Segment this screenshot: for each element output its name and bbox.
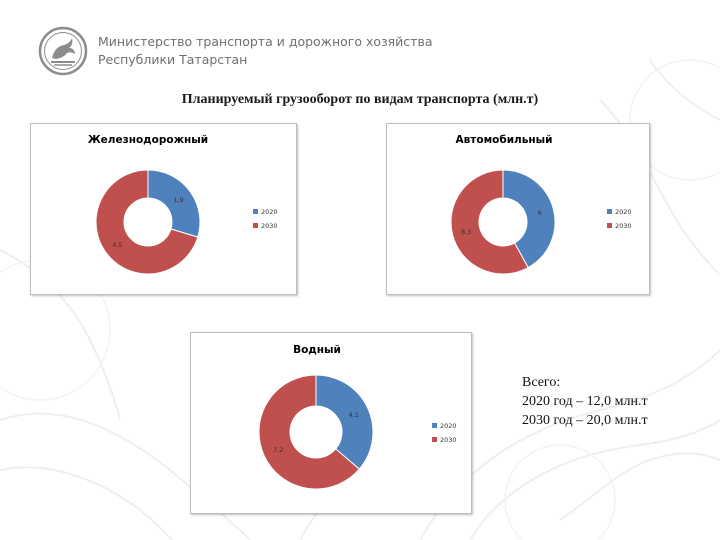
legend-swatch-2030: [253, 223, 258, 228]
legend-swatch-2030: [432, 437, 437, 442]
data-label-2020: 6: [538, 209, 542, 217]
totals-2020: 2020 год – 12,0 млн.т: [522, 394, 648, 409]
legend-swatch-2020: [607, 209, 612, 214]
data-label-2020: 1,9: [173, 196, 183, 204]
slice-2020: [502, 169, 556, 269]
legend-swatch-2020: [432, 423, 437, 428]
chart-water: Водный 4,1 7,2 2020 2030: [190, 332, 472, 514]
header: Министерство транспорта и дорожного хозя…: [38, 26, 432, 76]
slice-2030: [95, 169, 199, 275]
legend-label-2030: 2030: [261, 222, 278, 230]
slide-title: Планируемый грузооборот по видам транспо…: [181, 92, 539, 107]
organization-name: Министерство транспорта и дорожного хозя…: [98, 33, 432, 69]
slice-2030: [258, 374, 360, 490]
emblem-icon: [38, 26, 88, 76]
legend-swatch-2030: [607, 223, 612, 228]
chart-railway: Железнодорожный 1,9 4,5 2020 2030: [30, 123, 297, 295]
donut-chart-svg: Железнодорожный 1,9 4,5 2020 2030: [88, 134, 278, 275]
legend-label-2020: 2020: [261, 208, 278, 216]
org-line-1: Министерство транспорта и дорожного хозя…: [98, 34, 433, 49]
legend-label-2020: 2020: [615, 208, 632, 216]
totals-block: Всего: 2020 год – 12,0 млн.т 2030 год – …: [522, 373, 648, 430]
data-label-2030: 8,3: [461, 228, 471, 236]
totals-2030: 2030 год – 20,0 млн.т: [522, 413, 648, 428]
chart-automobile: Автомобильный 6 8,3 2020 2030: [386, 123, 650, 295]
data-label-2020: 4,1: [349, 411, 359, 419]
org-line-2: Республики Татарстан: [98, 52, 248, 67]
legend-swatch-2020: [253, 209, 258, 214]
slice-2020: [315, 374, 374, 470]
donut-chart-svg: Водный 4,1 7,2 2020 2030: [258, 344, 457, 490]
data-label-2030: 4,5: [112, 241, 122, 249]
chart-title: Автомобильный: [456, 134, 553, 146]
chart-title: Водный: [293, 344, 341, 356]
legend-label-2020: 2020: [440, 422, 457, 430]
slice-2020: [147, 169, 201, 238]
donut-chart-svg: Автомобильный 6 8,3 2020 2030: [450, 134, 632, 275]
data-label-2030: 7,2: [273, 446, 283, 454]
totals-heading: Всего:: [522, 375, 561, 390]
legend-label-2030: 2030: [615, 222, 632, 230]
slice-2030: [450, 169, 529, 275]
chart-title: Железнодорожный: [88, 134, 208, 146]
legend-label-2030: 2030: [440, 436, 457, 444]
